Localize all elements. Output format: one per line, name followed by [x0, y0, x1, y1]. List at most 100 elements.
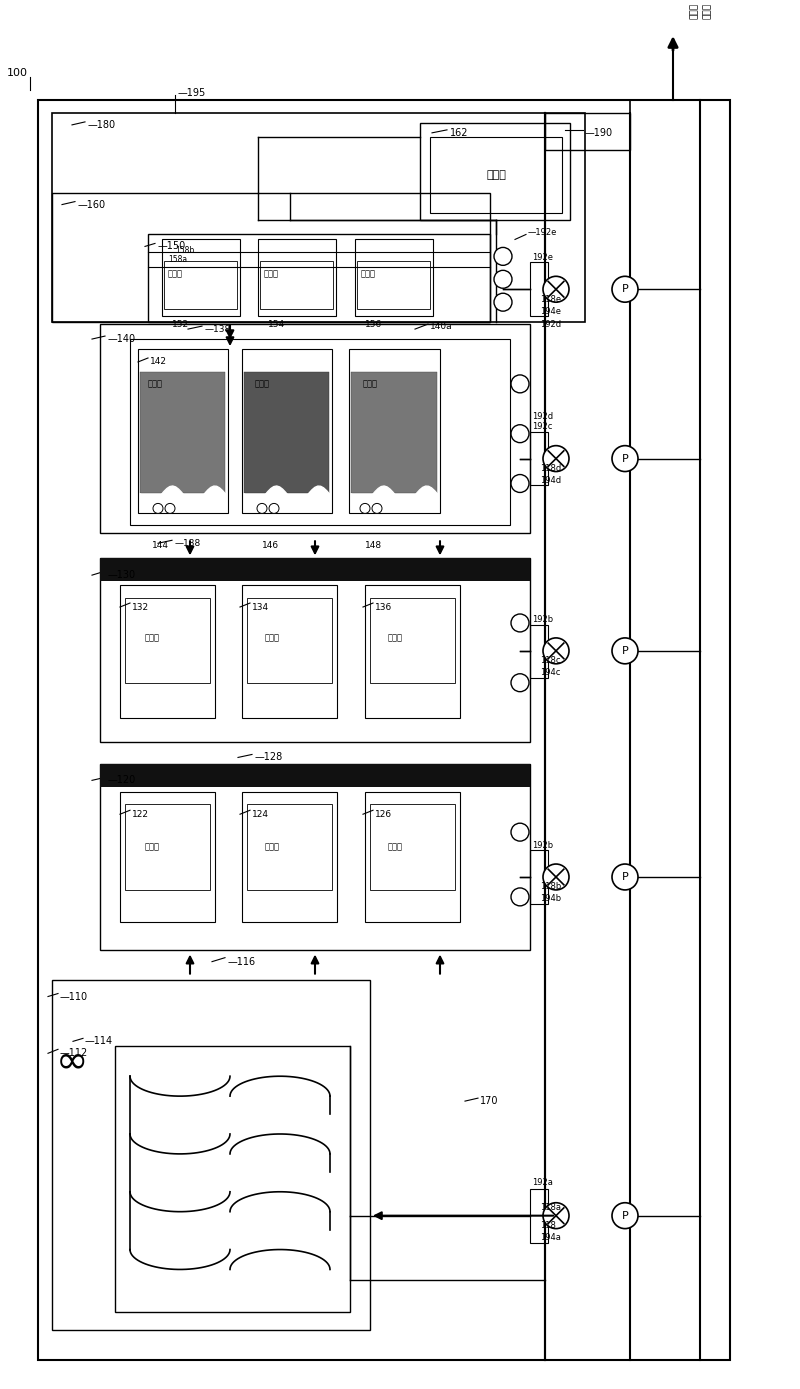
Text: 142: 142: [150, 357, 167, 367]
Bar: [242, 792, 337, 922]
Text: ∞: ∞: [56, 1042, 88, 1081]
Bar: [100, 324, 530, 533]
Text: —195: —195: [178, 88, 206, 99]
Text: 194c: 194c: [540, 668, 560, 678]
Bar: [351, 372, 437, 493]
Text: 向冷却: 向冷却: [690, 3, 698, 19]
Text: 194e: 194e: [540, 307, 561, 315]
Text: 152: 152: [172, 319, 189, 329]
Bar: [247, 599, 332, 683]
Text: 服务器: 服务器: [361, 269, 375, 279]
Bar: [530, 850, 548, 904]
Bar: [430, 138, 562, 213]
Text: P: P: [622, 1211, 628, 1221]
Bar: [365, 792, 460, 922]
Text: 126: 126: [375, 810, 392, 818]
Text: 134: 134: [252, 603, 269, 611]
Text: 146: 146: [262, 540, 279, 550]
Bar: [38, 100, 730, 1360]
Bar: [115, 1046, 350, 1313]
Circle shape: [612, 638, 638, 664]
Bar: [52, 193, 490, 322]
Text: P: P: [622, 454, 628, 464]
Circle shape: [543, 638, 569, 664]
Bar: [370, 599, 455, 683]
Text: 192e: 192e: [532, 253, 553, 263]
Bar: [630, 100, 700, 1360]
Text: —160: —160: [78, 200, 106, 210]
Bar: [420, 122, 570, 219]
Text: 162: 162: [450, 128, 469, 138]
Circle shape: [511, 425, 529, 443]
Circle shape: [511, 824, 529, 842]
Text: 136: 136: [375, 603, 392, 611]
Text: —130: —130: [108, 569, 136, 581]
Text: 144: 144: [152, 540, 169, 550]
Circle shape: [511, 614, 529, 632]
Text: 148: 148: [365, 540, 382, 550]
Bar: [258, 239, 336, 317]
Text: 服务器: 服务器: [145, 633, 159, 642]
Bar: [120, 792, 215, 922]
Text: 服务器: 服务器: [147, 379, 162, 389]
Text: —140: —140: [108, 335, 136, 344]
Bar: [355, 239, 433, 317]
Bar: [140, 372, 225, 493]
Bar: [247, 804, 332, 890]
Bar: [530, 263, 548, 317]
Circle shape: [543, 276, 569, 303]
Text: P: P: [622, 872, 628, 882]
Text: 192d: 192d: [540, 319, 561, 329]
Text: 192a: 192a: [532, 1178, 553, 1188]
Circle shape: [612, 1203, 638, 1229]
Bar: [242, 349, 332, 514]
Text: 服务器: 服务器: [167, 269, 182, 279]
Text: P: P: [622, 285, 628, 294]
Text: 158a: 158a: [168, 254, 187, 264]
Circle shape: [511, 475, 529, 493]
Text: 122: 122: [132, 810, 149, 818]
Text: —116: —116: [228, 957, 256, 967]
Text: —110: —110: [60, 992, 88, 1001]
Bar: [130, 339, 510, 525]
Bar: [125, 599, 210, 683]
Text: 192c: 192c: [532, 422, 552, 431]
Bar: [100, 558, 530, 743]
Bar: [52, 979, 370, 1331]
Bar: [138, 349, 228, 514]
Bar: [357, 261, 430, 310]
Text: 服务器: 服务器: [265, 843, 279, 851]
Circle shape: [543, 864, 569, 890]
Bar: [100, 764, 530, 950]
Bar: [260, 261, 333, 310]
Bar: [125, 804, 210, 890]
Text: 118a: 118a: [540, 1203, 561, 1213]
Text: 100: 100: [7, 68, 28, 78]
Circle shape: [543, 1203, 569, 1229]
Text: —128: —128: [255, 753, 283, 763]
Text: 118b: 118b: [540, 882, 562, 892]
Bar: [52, 113, 585, 322]
Text: 118d: 118d: [540, 464, 562, 474]
Text: —180: —180: [88, 119, 116, 131]
Circle shape: [494, 247, 512, 265]
Text: 源供冷: 源供冷: [702, 3, 711, 19]
Text: 服务器: 服务器: [387, 633, 402, 642]
Text: —192e: —192e: [528, 228, 558, 238]
Text: 154: 154: [268, 319, 285, 329]
Text: —138: —138: [205, 325, 231, 333]
Circle shape: [511, 674, 529, 692]
Circle shape: [612, 276, 638, 303]
Circle shape: [612, 446, 638, 471]
Circle shape: [494, 271, 512, 289]
Text: —138: —138: [175, 539, 202, 547]
Circle shape: [165, 503, 175, 514]
Text: 124: 124: [252, 810, 269, 818]
Text: P: P: [622, 646, 628, 656]
Text: 192b: 192b: [532, 615, 553, 625]
Text: 156: 156: [365, 319, 382, 329]
Text: 服务器: 服务器: [263, 269, 278, 279]
Bar: [148, 235, 490, 322]
Text: 158b: 158b: [175, 246, 194, 256]
Text: 132: 132: [132, 603, 149, 611]
